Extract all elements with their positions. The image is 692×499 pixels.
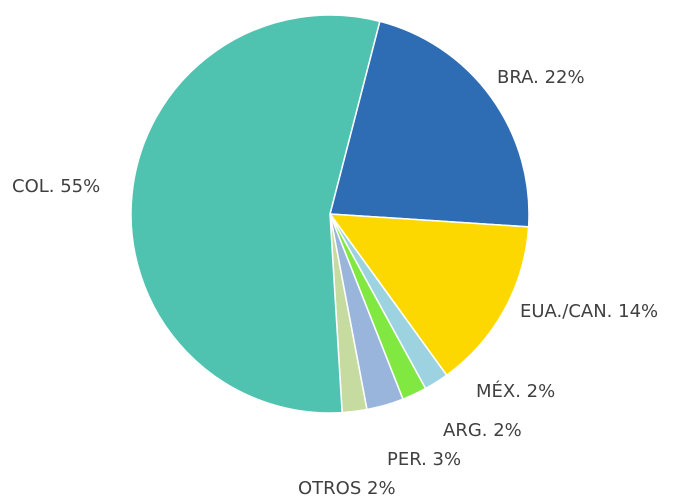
slice-label: BRA. 22% (497, 67, 585, 88)
pie-slice (329, 20, 530, 228)
slice-label: PER. 3% (387, 449, 461, 470)
pie-slice (328, 213, 530, 377)
pie-slice (130, 14, 381, 414)
slice-label: MÉX. 2% (476, 380, 555, 402)
slice-label: EUA./CAN. 14% (520, 301, 658, 322)
slice-label: COL. 55% (12, 176, 100, 197)
slice-label: ARG. 2% (443, 420, 522, 441)
slice-label: OTROS 2% (298, 478, 396, 499)
